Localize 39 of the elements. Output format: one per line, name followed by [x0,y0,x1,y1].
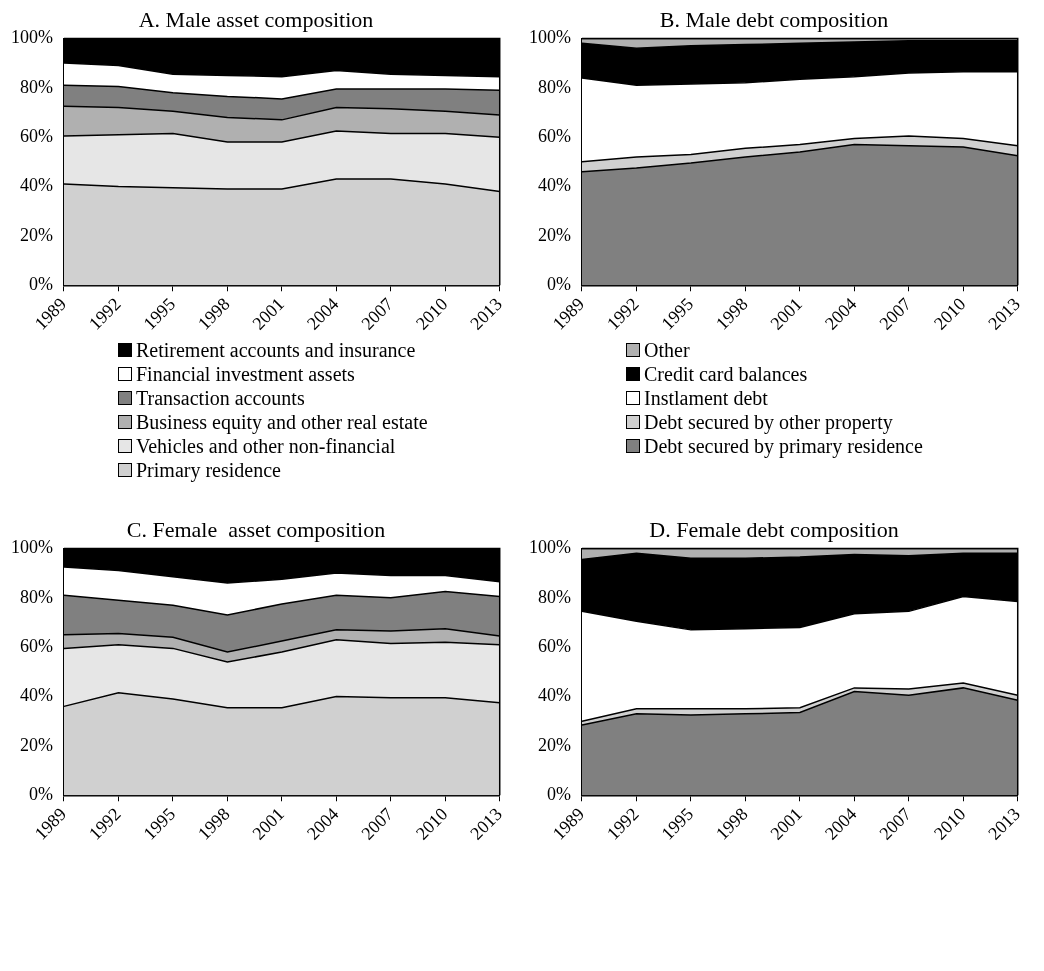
y-tick-label: 100% [10,27,53,48]
y-tick-label: 80% [537,586,571,607]
y-tick-label: 20% [19,734,53,755]
y-tick-label: 40% [537,685,571,706]
legend-label: Other [644,338,690,362]
y-tick-label: 40% [537,175,571,196]
legend-label: Credit card balances [644,362,808,386]
legend-label: Transaction accounts [136,386,305,410]
legend-label: Retirement accounts and insurance [136,338,416,362]
y-tick-label: 60% [537,125,571,146]
y-tick-label: 60% [19,635,53,656]
y-tick-label: 80% [19,586,53,607]
y-tick-label: 100% [528,27,571,48]
chart-title: A. Male asset composition [138,6,374,32]
y-tick-label: 100% [10,537,53,558]
y-tick-label: 0% [546,784,571,805]
chart-title: C. Female asset composition [126,516,386,542]
y-tick-label: 60% [19,125,53,146]
legend-label: Vehicles and other non-financial [136,434,396,458]
y-tick-label: 20% [537,224,571,245]
chart-title: D. Female debt composition [649,516,899,542]
y-tick-label: 100% [528,537,571,558]
legend-label: Debt secured by primary residence [644,434,923,458]
y-tick-label: 80% [19,76,53,97]
y-tick-label: 0% [28,784,53,805]
legend-label: Instlament debt [644,386,768,410]
legend-label: Primary residence [136,458,281,482]
y-tick-label: 0% [28,274,53,295]
y-tick-label: 60% [537,635,571,656]
legend-label: Debt secured by other property [644,410,893,434]
legend-label: Financial investment assets [136,362,355,386]
y-tick-label: 40% [19,685,53,706]
chart-title: B. Male debt composition [659,6,889,32]
y-tick-label: 20% [19,224,53,245]
y-tick-label: 0% [546,274,571,295]
y-tick-label: 20% [537,734,571,755]
y-tick-label: 40% [19,175,53,196]
y-tick-label: 80% [537,76,571,97]
legend-label: Business equity and other real estate [136,410,428,434]
